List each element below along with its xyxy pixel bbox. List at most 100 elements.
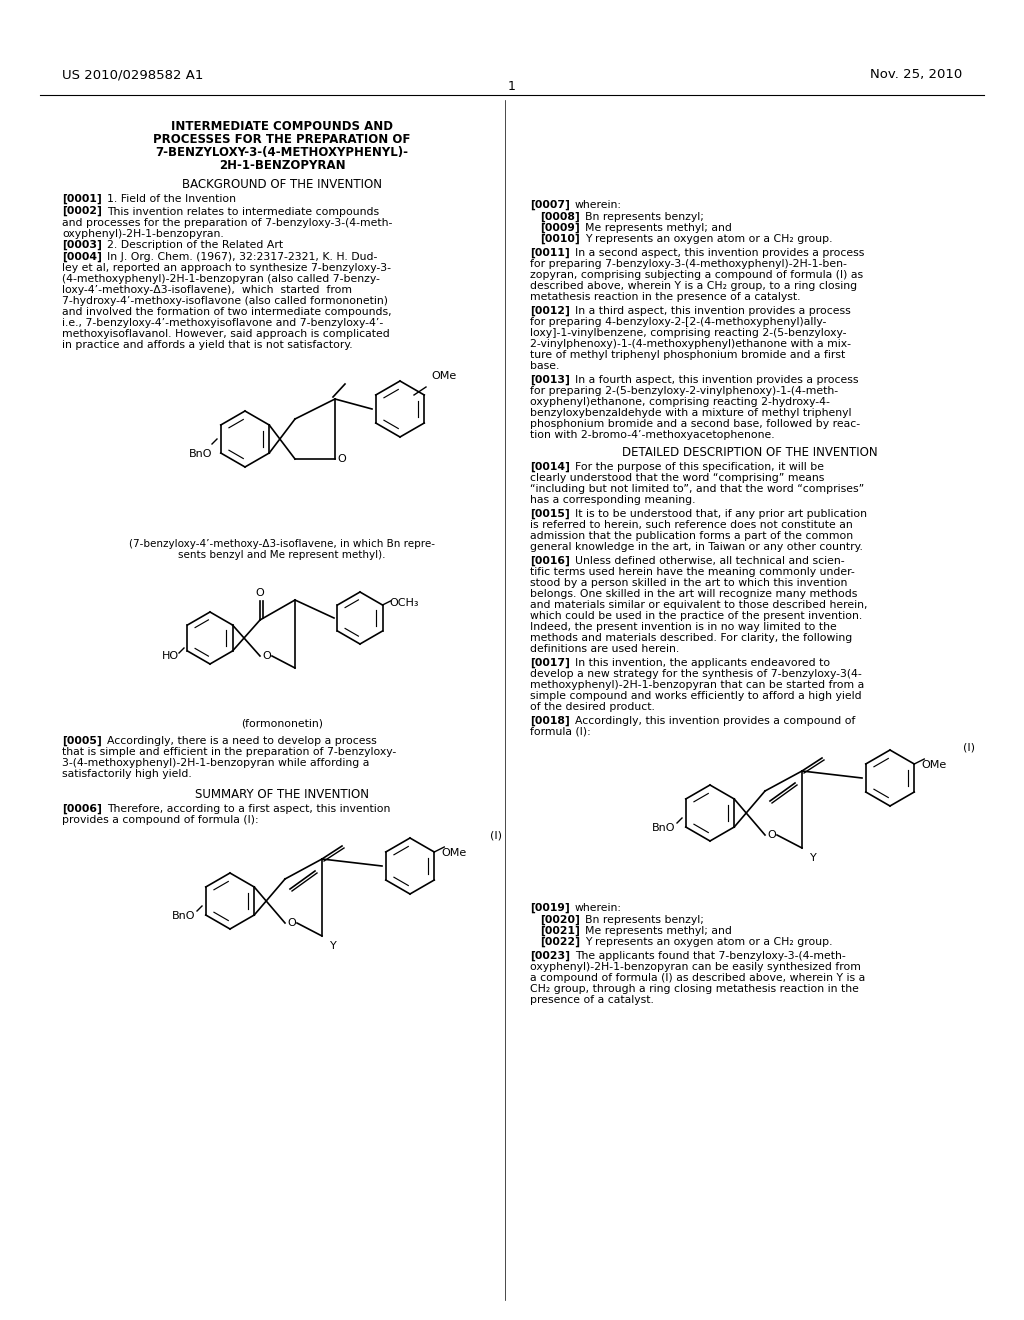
Text: [0001]: [0001] [62, 194, 101, 205]
Text: BnO: BnO [172, 911, 196, 921]
Text: [0008]: [0008] [540, 213, 580, 222]
Text: [0004]: [0004] [62, 252, 101, 263]
Text: 3-(4-methoxyphenyl)-2H-1-benzopyran while affording a: 3-(4-methoxyphenyl)-2H-1-benzopyran whil… [62, 758, 370, 768]
Text: formula (I):: formula (I): [530, 727, 591, 737]
Text: OMe: OMe [431, 371, 457, 381]
Text: [0009]: [0009] [540, 223, 580, 234]
Text: [0010]: [0010] [540, 234, 580, 244]
Text: In J. Org. Chem. (1967), 32:2317-2321, K. H. Dud-: In J. Org. Chem. (1967), 32:2317-2321, K… [106, 252, 378, 261]
Text: DETAILED DESCRIPTION OF THE INVENTION: DETAILED DESCRIPTION OF THE INVENTION [623, 446, 878, 459]
Text: Y: Y [810, 853, 817, 863]
Text: tion with 2-bromo-4’-methoxyacetophenone.: tion with 2-bromo-4’-methoxyacetophenone… [530, 430, 774, 440]
Text: [0006]: [0006] [62, 804, 101, 814]
Text: for preparing 2-(5-benzyloxy-2-vinylphenoxy)-1-(4-meth-: for preparing 2-(5-benzyloxy-2-vinylphen… [530, 385, 838, 396]
Text: simple compound and works efficiently to afford a high yield: simple compound and works efficiently to… [530, 690, 861, 701]
Text: O: O [337, 454, 346, 465]
Text: BnO: BnO [189, 449, 213, 459]
Text: of the desired product.: of the desired product. [530, 702, 655, 711]
Text: [0021]: [0021] [540, 927, 580, 936]
Text: (I): (I) [963, 743, 975, 752]
Text: Therefore, according to a first aspect, this invention: Therefore, according to a first aspect, … [106, 804, 390, 814]
Text: oxyphenyl)ethanone, comprising reacting 2-hydroxy-4-: oxyphenyl)ethanone, comprising reacting … [530, 397, 829, 407]
Text: 2. Description of the Related Art: 2. Description of the Related Art [106, 240, 283, 249]
Text: oxyphenyl)-2H-1-benzopyran.: oxyphenyl)-2H-1-benzopyran. [62, 228, 224, 239]
Text: belongs. One skilled in the art will recognize many methods: belongs. One skilled in the art will rec… [530, 589, 857, 599]
Text: OCH₃: OCH₃ [389, 598, 419, 609]
Text: Nov. 25, 2010: Nov. 25, 2010 [869, 69, 962, 81]
Text: Me represents methyl; and: Me represents methyl; and [585, 927, 732, 936]
Text: methoxyphenyl)-2H-1-benzopyran that can be started from a: methoxyphenyl)-2H-1-benzopyran that can … [530, 680, 864, 690]
Text: HO: HO [162, 651, 179, 661]
Text: phosphonium bromide and a second base, followed by reac-: phosphonium bromide and a second base, f… [530, 418, 860, 429]
Text: general knowledge in the art, in Taiwan or any other country.: general knowledge in the art, in Taiwan … [530, 543, 863, 552]
Text: [0018]: [0018] [530, 715, 569, 726]
Text: [0020]: [0020] [540, 915, 580, 925]
Text: zopyran, comprising subjecting a compound of formula (I) as: zopyran, comprising subjecting a compoun… [530, 271, 863, 280]
Text: definitions are used herein.: definitions are used herein. [530, 644, 679, 653]
Text: [0017]: [0017] [530, 657, 570, 668]
Text: (7-benzyloxy-4’-methoxy-Δ3-isoflavene, in which Bn repre-: (7-benzyloxy-4’-methoxy-Δ3-isoflavene, i… [129, 539, 435, 549]
Text: [0012]: [0012] [530, 306, 570, 317]
Text: [0023]: [0023] [530, 950, 570, 961]
Text: Unless defined otherwise, all technical and scien-: Unless defined otherwise, all technical … [575, 556, 845, 566]
Text: [0007]: [0007] [530, 201, 570, 210]
Text: i.e., 7-benzyloxy-4’-methoxyisoflavone and 7-benzyloxy-4’-: i.e., 7-benzyloxy-4’-methoxyisoflavone a… [62, 318, 383, 327]
Text: 7-hydroxy-4’-methoxy-isoflavone (also called formononetin): 7-hydroxy-4’-methoxy-isoflavone (also ca… [62, 296, 388, 306]
Text: and materials similar or equivalent to those described herein,: and materials similar or equivalent to t… [530, 601, 867, 610]
Text: BACKGROUND OF THE INVENTION: BACKGROUND OF THE INVENTION [182, 178, 382, 191]
Text: admission that the publication forms a part of the common: admission that the publication forms a p… [530, 531, 853, 541]
Text: O: O [262, 651, 270, 661]
Text: methods and materials described. For clarity, the following: methods and materials described. For cla… [530, 634, 852, 643]
Text: [0003]: [0003] [62, 240, 101, 251]
Text: Y: Y [330, 941, 337, 950]
Text: base.: base. [530, 360, 559, 371]
Text: [0019]: [0019] [530, 903, 569, 913]
Text: Bn represents benzyl;: Bn represents benzyl; [585, 213, 703, 222]
Text: [0005]: [0005] [62, 737, 101, 746]
Text: presence of a catalyst.: presence of a catalyst. [530, 995, 654, 1005]
Text: [0022]: [0022] [540, 937, 580, 948]
Text: It is to be understood that, if any prior art publication: It is to be understood that, if any prio… [575, 510, 867, 519]
Text: and processes for the preparation of 7-benzyloxy-3-(4-meth-: and processes for the preparation of 7-b… [62, 218, 392, 228]
Text: is referred to herein, such reference does not constitute an: is referred to herein, such reference do… [530, 520, 853, 531]
Text: Me represents methyl; and: Me represents methyl; and [585, 223, 732, 234]
Text: wherein:: wherein: [575, 201, 622, 210]
Text: PROCESSES FOR THE PREPARATION OF: PROCESSES FOR THE PREPARATION OF [154, 133, 411, 147]
Text: “including but not limited to”, and that the word “comprises”: “including but not limited to”, and that… [530, 484, 864, 494]
Text: [0015]: [0015] [530, 510, 569, 519]
Text: SUMMARY OF THE INVENTION: SUMMARY OF THE INVENTION [195, 788, 369, 801]
Text: in practice and affords a yield that is not satisfactory.: in practice and affords a yield that is … [62, 341, 352, 350]
Text: develop a new strategy for the synthesis of 7-benzyloxy-3(4-: develop a new strategy for the synthesis… [530, 669, 862, 678]
Text: provides a compound of formula (I):: provides a compound of formula (I): [62, 814, 259, 825]
Text: Y represents an oxygen atom or a CH₂ group.: Y represents an oxygen atom or a CH₂ gro… [585, 234, 833, 244]
Text: 7-BENZYLOXY-3-(4-METHOXYPHENYL)-: 7-BENZYLOXY-3-(4-METHOXYPHENYL)- [156, 147, 409, 158]
Text: that is simple and efficient in the preparation of 7-benzyloxy-: that is simple and efficient in the prep… [62, 747, 396, 756]
Text: clearly understood that the word “comprising” means: clearly understood that the word “compri… [530, 473, 824, 483]
Text: (formononetin): (formononetin) [241, 718, 323, 729]
Text: oxyphenyl)-2H-1-benzopyran can be easily synthesized from: oxyphenyl)-2H-1-benzopyran can be easily… [530, 962, 861, 972]
Text: ture of methyl triphenyl phosphonium bromide and a first: ture of methyl triphenyl phosphonium bro… [530, 350, 845, 360]
Text: has a corresponding meaning.: has a corresponding meaning. [530, 495, 695, 506]
Text: Y represents an oxygen atom or a CH₂ group.: Y represents an oxygen atom or a CH₂ gro… [585, 937, 833, 946]
Text: metathesis reaction in the presence of a catalyst.: metathesis reaction in the presence of a… [530, 292, 801, 302]
Text: for preparing 4-benzyloxy-2-[2-(4-methoxyphenyl)ally-: for preparing 4-benzyloxy-2-[2-(4-methox… [530, 317, 826, 327]
Text: ley et al, reported an approach to synthesize 7-benzyloxy-3-: ley et al, reported an approach to synth… [62, 263, 391, 273]
Text: 2-vinylphenoxy)-1-(4-methoxyphenyl)ethanone with a mix-: 2-vinylphenoxy)-1-(4-methoxyphenyl)ethan… [530, 339, 851, 348]
Text: satisfactorily high yield.: satisfactorily high yield. [62, 770, 191, 779]
Text: loxy-4’-methoxy-Δ3-isoflavene),  which  started  from: loxy-4’-methoxy-Δ3-isoflavene), which st… [62, 285, 352, 294]
Text: The applicants found that 7-benzyloxy-3-(4-meth-: The applicants found that 7-benzyloxy-3-… [575, 950, 846, 961]
Text: 2H-1-BENZOPYRAN: 2H-1-BENZOPYRAN [219, 158, 345, 172]
Text: which could be used in the practice of the present invention.: which could be used in the practice of t… [530, 611, 862, 620]
Text: 1: 1 [508, 81, 516, 92]
Text: described above, wherein Y is a CH₂ group, to a ring closing: described above, wherein Y is a CH₂ grou… [530, 281, 857, 290]
Text: loxy]-1-vinylbenzene, comprising reacting 2-(5-benzyloxy-: loxy]-1-vinylbenzene, comprising reactin… [530, 327, 847, 338]
Text: [0011]: [0011] [530, 248, 569, 259]
Text: Bn represents benzyl;: Bn represents benzyl; [585, 915, 703, 925]
Text: (4-methoxyphenyl)-2H-1-benzopyran (also called 7-benzy-: (4-methoxyphenyl)-2H-1-benzopyran (also … [62, 275, 380, 284]
Text: Indeed, the present invention is in no way limited to the: Indeed, the present invention is in no w… [530, 622, 837, 632]
Text: sents benzyl and Me represent methyl).: sents benzyl and Me represent methyl). [178, 550, 386, 560]
Text: O: O [256, 587, 264, 598]
Text: For the purpose of this specification, it will be: For the purpose of this specification, i… [575, 462, 824, 473]
Text: In this invention, the applicants endeavored to: In this invention, the applicants endeav… [575, 657, 830, 668]
Text: [0002]: [0002] [62, 206, 101, 216]
